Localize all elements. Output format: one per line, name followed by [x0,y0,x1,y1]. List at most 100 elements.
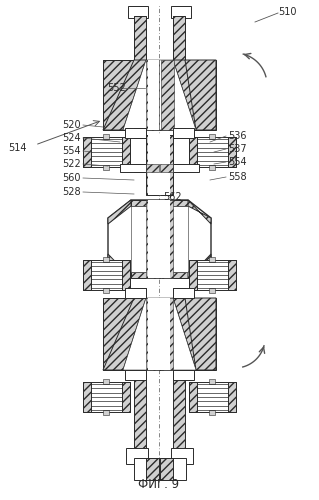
Bar [173,128,185,138]
Bar [161,298,173,370]
Polygon shape [173,298,216,370]
Text: 562: 562 [163,192,182,202]
Bar [103,288,109,293]
Bar [173,370,194,380]
Bar [173,164,199,172]
Bar [209,288,215,293]
Bar [83,382,130,412]
Bar [173,16,185,60]
Bar [173,16,185,60]
Bar [131,206,188,272]
Bar [209,257,215,262]
Bar [146,458,159,480]
Bar [146,298,159,370]
Text: 520: 520 [62,120,81,130]
Bar [173,288,194,298]
Bar [103,257,109,262]
Bar [146,60,159,130]
Polygon shape [185,298,216,370]
Bar [122,260,130,290]
Bar [209,165,215,170]
Bar [189,382,236,412]
Bar [148,135,170,195]
Bar [189,260,236,290]
Bar [134,288,146,298]
Polygon shape [173,60,216,130]
Bar [134,164,146,172]
Bar [83,260,130,290]
Text: 536: 536 [228,131,247,141]
Text: 524: 524 [62,133,81,143]
Bar [160,458,173,480]
Bar [134,378,146,450]
Text: 510: 510 [278,7,296,17]
Bar [83,382,91,412]
Text: 552: 552 [107,83,126,93]
Polygon shape [108,200,211,278]
Bar [146,135,159,195]
Bar [128,448,146,462]
Bar [189,260,197,290]
Polygon shape [103,298,146,370]
Bar [173,288,185,298]
Bar [103,410,109,415]
Bar [148,200,170,278]
Bar [103,134,109,139]
Bar [228,382,236,412]
Bar [103,379,109,384]
Bar [125,128,146,138]
Bar [125,370,146,380]
Bar [103,298,216,370]
Bar [83,260,91,290]
Polygon shape [108,254,131,278]
Text: 558: 558 [228,172,247,182]
Polygon shape [131,200,188,206]
Bar [134,458,186,480]
Bar [122,382,130,412]
Polygon shape [188,254,211,278]
Bar [128,6,148,18]
Bar [189,137,236,167]
Polygon shape [188,200,211,224]
Bar [161,60,174,130]
Bar [173,6,189,16]
Bar [134,16,146,60]
Bar [126,448,148,464]
Bar [173,128,194,138]
Text: 514: 514 [8,143,26,153]
Text: 554: 554 [228,157,247,167]
Bar [189,137,197,167]
Text: 528: 528 [62,187,81,197]
Bar [134,128,146,138]
Bar [171,448,193,464]
Text: 522: 522 [62,159,81,169]
Bar [228,137,236,167]
Polygon shape [123,298,196,370]
Bar [160,458,173,480]
Bar [122,137,130,167]
Bar [146,200,159,278]
Bar [228,260,236,290]
Bar [173,370,185,380]
Bar [160,135,173,195]
Polygon shape [103,60,146,130]
Bar [146,164,159,172]
Polygon shape [131,272,188,278]
Bar [120,164,146,172]
Bar [171,6,191,18]
Bar [160,164,173,172]
Polygon shape [103,60,134,130]
Bar [189,382,197,412]
Polygon shape [108,200,131,224]
Bar [146,458,159,480]
Text: 560: 560 [62,173,80,183]
Bar [134,370,146,380]
Polygon shape [103,298,134,370]
Bar [148,60,159,130]
Polygon shape [123,60,196,130]
Bar [209,379,215,384]
Polygon shape [185,60,216,130]
Bar [125,288,146,298]
Bar [134,16,146,60]
Bar [103,165,109,170]
